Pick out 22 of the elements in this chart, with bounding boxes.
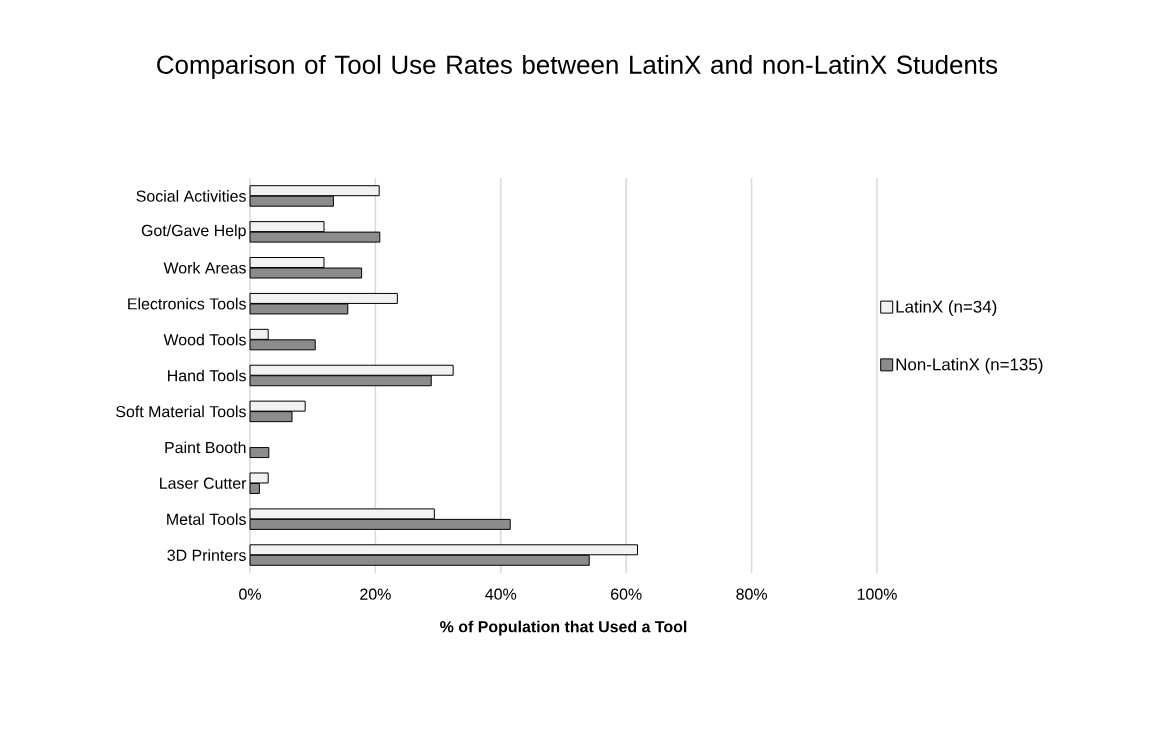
y-tick-label: Work Areas (163, 261, 246, 274)
x-tick-label: 60% (611, 588, 642, 600)
y-tick-label: Wood Tools (163, 333, 246, 346)
x-tick-label: 20% (360, 588, 391, 600)
y-tick-label: Got/Gave Help (141, 224, 246, 240)
y-tick-label: Social Activities (136, 190, 246, 202)
x-tick-label: 100% (857, 588, 897, 600)
x-tick-label: 40% (485, 588, 517, 600)
y-tick-label: Laser Cutter (160, 477, 247, 489)
legend-label: Non-LatinX (n=135) (896, 357, 1043, 374)
x-axis-title: % of Population that Used a Tool (440, 620, 687, 636)
y-tick-label: Hand Tools (168, 369, 246, 382)
x-tick-label: 0% (239, 588, 261, 600)
x-tick-label: 80% (736, 588, 767, 600)
y-tick-label: 3D Printers (167, 549, 246, 561)
legend-label: LatinX (n=34) (896, 300, 997, 317)
y-tick-label: Electronics Tools (128, 297, 246, 310)
y-tick-label: Soft Material Tools (116, 405, 246, 418)
y-tick-label: Metal Tools (167, 513, 246, 525)
chart-title: Comparison of Tool Use Rates between LatinX and non-LatinX Students (157, 54, 998, 80)
bar (249, 447, 270, 459)
y-tick-label: Paint Booth (165, 441, 246, 454)
